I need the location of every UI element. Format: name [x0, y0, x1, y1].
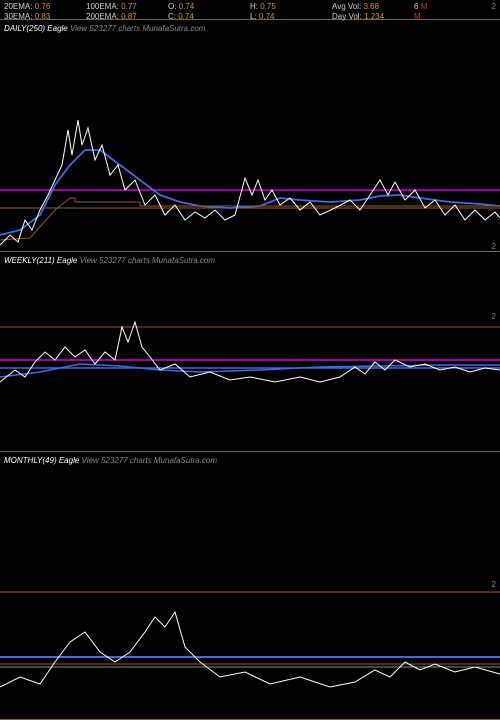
chart-panel-2: MONTHLY(49) Eagle View 523277 charts Mun… — [0, 452, 500, 720]
panel-right-num: 2 — [492, 312, 496, 321]
chart-svg — [0, 20, 500, 252]
chart-panel-1: WEEKLY(211) Eagle View 523277 charts Mun… — [0, 252, 500, 452]
panel-label: MONTHLY(49) Eagle View 523277 charts Mun… — [4, 456, 217, 465]
charts-container: DAILY(250) Eagle View 523277 charts Muna… — [0, 20, 500, 720]
stats-header: 20EMA: 0.76100EMA: 0.77O: 0.74H: 0.75Avg… — [0, 0, 500, 20]
panel-right-num: 2 — [492, 242, 496, 251]
panel-right-num: 2 — [492, 580, 496, 589]
chart-panel-0: DAILY(250) Eagle View 523277 charts Muna… — [0, 20, 500, 252]
stat-cell: O: 0.74 — [168, 2, 250, 11]
stat-cell: 6 M — [414, 2, 496, 11]
stat-cell: 20EMA: 0.76 — [4, 2, 86, 11]
header-right-num: 2 — [492, 2, 496, 11]
stat-cell: 100EMA: 0.77 — [86, 2, 168, 11]
chart-svg — [0, 252, 500, 452]
panel-label: WEEKLY(211) Eagle View 523277 charts Mun… — [4, 256, 215, 265]
stat-cell: Avg Vol: 3.68 — [332, 2, 414, 11]
stat-cell: H: 0.75 — [250, 2, 332, 11]
panel-label: DAILY(250) Eagle View 523277 charts Muna… — [4, 24, 205, 33]
chart-svg — [0, 452, 500, 720]
